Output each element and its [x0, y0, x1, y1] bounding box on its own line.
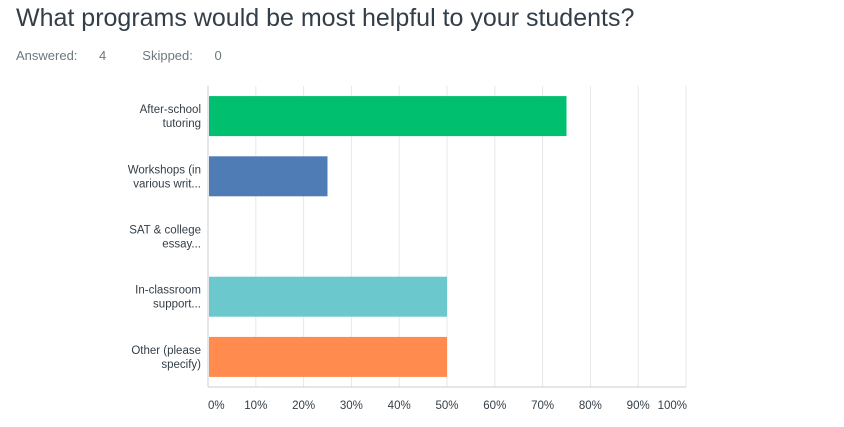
- x-tick-label: 50%: [435, 400, 458, 412]
- x-tick-label: 90%: [627, 400, 650, 412]
- bar: [209, 156, 328, 197]
- category-label: SAT & college essay...: [129, 225, 201, 251]
- category-label: In-classroom support...: [135, 285, 201, 311]
- category-label: Other (please specify): [131, 345, 201, 371]
- x-tick-label: 80%: [579, 400, 602, 412]
- skipped-label: Skipped:: [142, 48, 193, 63]
- x-tick-label: 10%: [244, 400, 267, 412]
- answered-count: 4: [99, 48, 107, 63]
- x-tick-label: 40%: [388, 400, 411, 412]
- x-tick-label: 100%: [658, 400, 687, 412]
- x-tick-label: 20%: [292, 400, 315, 412]
- x-tick-label: 60%: [483, 400, 506, 412]
- answered-label: Answered:: [16, 48, 78, 63]
- bar: [209, 96, 567, 137]
- skipped-stat: Skipped: 0: [142, 48, 239, 63]
- x-tick-label: 70%: [531, 400, 554, 412]
- category-label: Workshops (in various writ...: [128, 164, 201, 190]
- skipped-count: 0: [214, 48, 222, 63]
- answered-stat: Answered: 4: [16, 48, 124, 63]
- x-tick-label: 0%: [208, 400, 225, 412]
- category-label: After-school tutoring: [140, 104, 201, 130]
- bar: [209, 276, 447, 317]
- question-title: What programs would be most helpful to y…: [16, 4, 635, 32]
- x-tick-label: 30%: [340, 400, 363, 412]
- bar: [209, 336, 447, 377]
- response-stats: Answered: 4 Skipped: 0: [16, 48, 258, 63]
